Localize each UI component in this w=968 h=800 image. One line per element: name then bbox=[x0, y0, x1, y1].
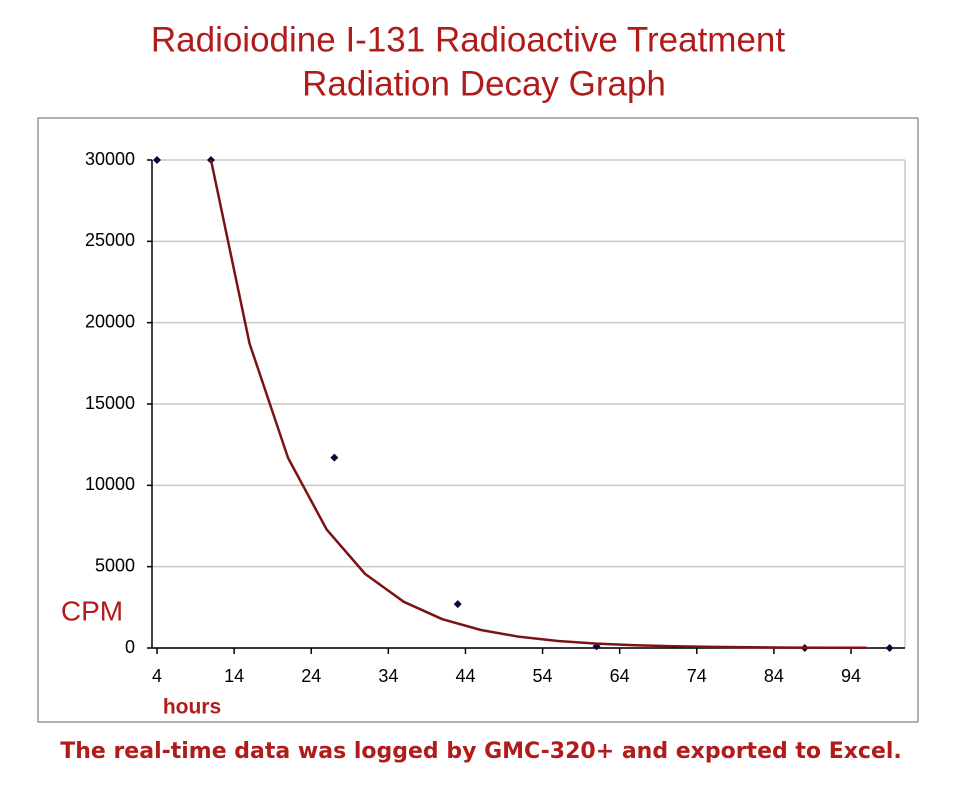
y-tick-label: 25000 bbox=[85, 230, 135, 250]
footnote: The real-time data was logged by GMC-320… bbox=[60, 739, 902, 764]
chart-subtitle: Radiation Decay Graph bbox=[302, 64, 666, 103]
data-point bbox=[153, 156, 161, 164]
x-tick-label: 34 bbox=[378, 666, 398, 686]
x-tick-label: 44 bbox=[455, 666, 475, 686]
y-tick-label: 30000 bbox=[85, 149, 135, 169]
data-point bbox=[330, 453, 339, 462]
y-tick-label: 10000 bbox=[85, 474, 135, 494]
data-point bbox=[885, 644, 894, 652]
x-tick-label: 24 bbox=[301, 666, 321, 686]
chart-title: Radioiodine I-131 Radioactive Treatment bbox=[151, 20, 786, 59]
chart-frame bbox=[37, 117, 919, 723]
x-tick-label: 4 bbox=[152, 666, 162, 686]
y-tick-label: 15000 bbox=[85, 393, 135, 413]
x-tick-label: 54 bbox=[533, 666, 553, 686]
data-point bbox=[453, 600, 462, 609]
x-tick-label: 94 bbox=[841, 666, 861, 686]
y-tick-label: 0 bbox=[125, 637, 135, 657]
x-tick-label: 84 bbox=[764, 666, 784, 686]
x-axis-label: hours bbox=[163, 696, 221, 719]
x-tick-label: 74 bbox=[687, 666, 707, 686]
data-point bbox=[206, 156, 215, 164]
y-tick-label: 5000 bbox=[95, 555, 135, 575]
plot-area: 0 5000 10000 15000 20000 25000 30000 4 14 24 34 44 5… bbox=[85, 149, 906, 686]
y-tick-label: 20000 bbox=[85, 311, 135, 331]
y-axis-label: CPM bbox=[61, 595, 123, 626]
trend-line bbox=[209, 159, 867, 650]
x-tick-label: 64 bbox=[610, 666, 630, 686]
x-tick-label: 14 bbox=[224, 666, 244, 686]
